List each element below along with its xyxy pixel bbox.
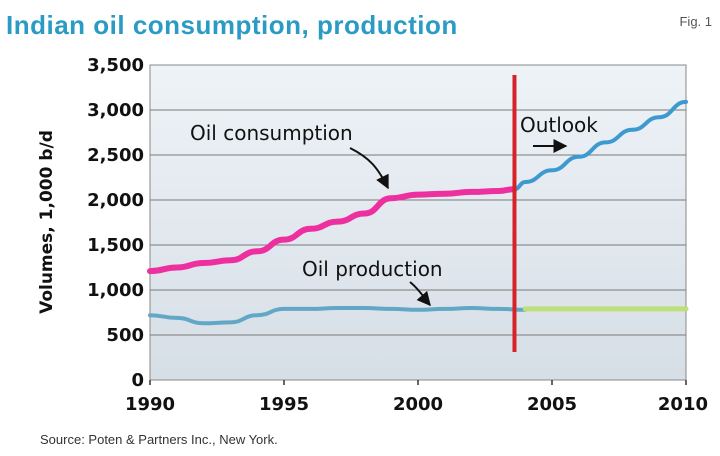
x-tick-label: 2010 xyxy=(658,394,708,415)
source-note: Source: Poten & Partners Inc., New York. xyxy=(40,432,278,447)
chart-title: Indian oil consumption, production xyxy=(6,10,458,40)
x-tick-label: 2000 xyxy=(393,394,443,415)
gridlines xyxy=(150,109,686,336)
y-tick-label: 2,500 xyxy=(87,145,144,166)
x-tick-label: 2005 xyxy=(527,394,577,415)
annotations: Oil consumption Oil production Outlook xyxy=(190,113,598,307)
series-line-oil-consumption xyxy=(147,186,518,275)
annotation-arrow-consumption xyxy=(349,147,389,190)
annotation-oil-consumption: Oil consumption xyxy=(190,121,353,145)
x-tick-label: 1995 xyxy=(259,394,309,415)
x-tick-labels: 1990 1995 2000 2005 2010 xyxy=(125,380,708,415)
annotation-arrow-production xyxy=(409,281,431,307)
y-tick-label: 1,500 xyxy=(87,235,144,256)
y-tick-label: 2,000 xyxy=(87,190,144,211)
annotation-oil-production: Oil production xyxy=(302,257,443,281)
x-tick-label: 1990 xyxy=(125,394,175,415)
y-tick-label: 0 xyxy=(131,370,144,391)
y-tick-label: 3,500 xyxy=(87,55,144,76)
series-line-oil-production xyxy=(148,305,528,326)
y-tick-label: 1,000 xyxy=(87,280,144,301)
y-tick-label: 500 xyxy=(106,325,144,346)
plot-area xyxy=(149,64,687,381)
figure-label: Fig. 1 xyxy=(679,14,712,29)
series-line-outlook-consumption xyxy=(512,99,688,192)
y-axis-label: Volumes, 1,000 b/d xyxy=(37,130,57,314)
y-tick-labels: 0 500 1,000 1,500 2,000 2,500 3,000 3,500 xyxy=(87,55,144,391)
series-lines xyxy=(147,99,689,326)
annotation-outlook: Outlook xyxy=(520,113,598,137)
y-tick-label: 3,000 xyxy=(87,100,144,121)
